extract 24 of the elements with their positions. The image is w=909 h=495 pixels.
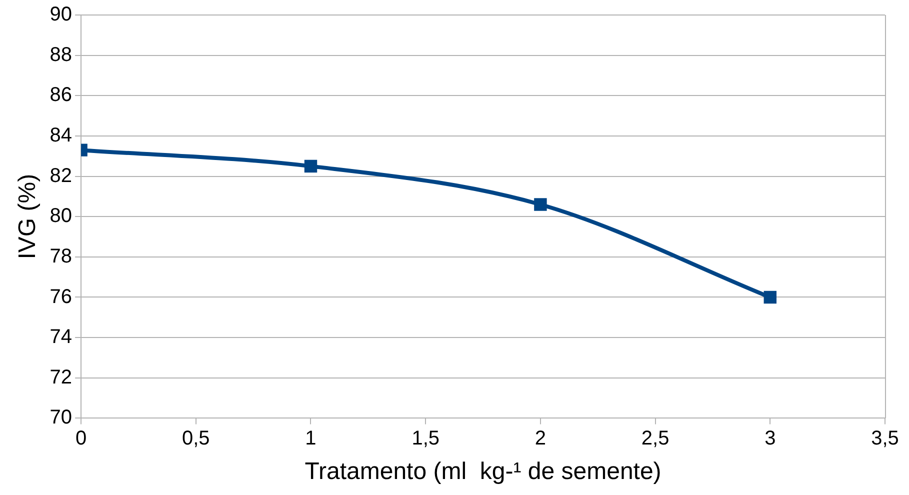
y-tick-label: 86	[50, 84, 72, 106]
point	[304, 160, 318, 173]
x-tick-label: 1	[305, 428, 316, 450]
y-tick-label: 76	[50, 286, 72, 308]
y-tick-label: 90	[50, 4, 72, 26]
x-tick-label: 3	[764, 428, 776, 450]
x-tick-label: 0	[75, 428, 87, 450]
y-tick-label: 74	[50, 326, 72, 348]
y-tick-label: 82	[50, 164, 72, 187]
x-tick-label: 2	[534, 428, 546, 450]
x-tick-label: 3,5	[871, 428, 899, 450]
x-tick-label: 2,5	[641, 428, 670, 450]
point	[534, 198, 547, 211]
y-tick-label: 70	[50, 406, 72, 429]
y-tick-label: 78	[50, 245, 72, 268]
x-tick-label: 1,5	[412, 428, 440, 450]
y-axis-title: IVG (%)	[14, 174, 42, 260]
x-tick-label: 0,5	[182, 428, 210, 450]
point	[764, 290, 777, 304]
y-tick-label: 88	[50, 44, 72, 66]
x-axis-title: Tratamento (ml kg-¹ de semente)	[304, 458, 662, 486]
y-tick-label: 72	[50, 366, 72, 388]
y-tick-label: 80	[50, 205, 72, 228]
y-tick-label: 84	[50, 124, 72, 146]
